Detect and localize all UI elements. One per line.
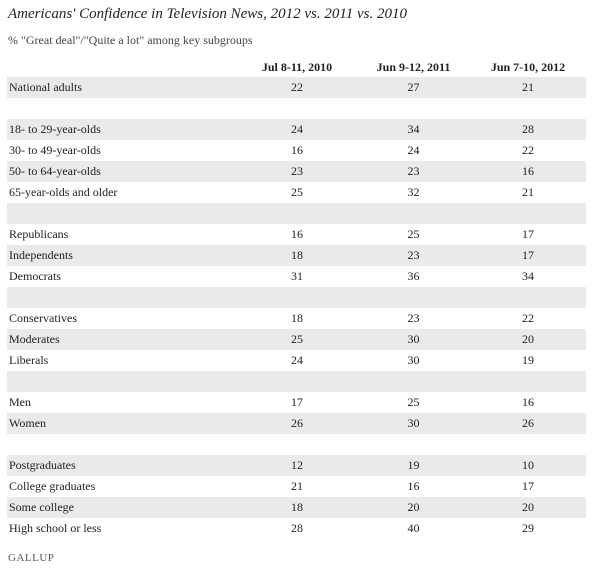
row-label: Republicans — [9, 227, 69, 241]
table-row: 65-year-olds and older 25 32 21 — [7, 182, 586, 203]
data-cell: 29 — [522, 521, 534, 535]
data-cell: 16 — [291, 143, 303, 157]
data-cell: 26 — [291, 416, 303, 430]
data-cell: 30 — [407, 332, 420, 346]
data-cell: 16 — [291, 227, 303, 241]
data-cell: 23 — [291, 164, 303, 178]
row-label: 50- to 64-year-olds — [9, 164, 101, 178]
data-cell: 21 — [522, 185, 534, 199]
chart-subtitle: % "Great deal"/"Quite a lot" among key s… — [8, 33, 253, 47]
data-cell: 25 — [291, 185, 303, 199]
table-spacer-row — [7, 203, 586, 224]
data-cell: 28 — [522, 122, 534, 136]
row-label: Some college — [9, 500, 74, 514]
data-cell: 23 — [407, 311, 420, 325]
table-spacer-row — [7, 371, 586, 392]
data-cell: 32 — [407, 185, 420, 199]
data-cell: 16 — [522, 395, 534, 409]
data-cell: 17 — [522, 227, 534, 241]
row-label: 18- to 29-year-olds — [9, 122, 101, 136]
column-header-2010: Jul 8-11, 2010 — [261, 59, 333, 74]
data-cell: 12 — [291, 458, 303, 472]
data-cell: 20 — [407, 500, 420, 514]
table-row: 18- to 29-year-olds 24 34 28 — [7, 119, 586, 140]
data-cell: 18 — [291, 500, 303, 514]
data-cell: 18 — [291, 311, 303, 325]
data-cell: 31 — [291, 269, 303, 283]
gallup-logo: GALLUP — [8, 552, 55, 564]
row-label: Moderates — [9, 332, 60, 346]
table-row: Some college 18 20 20 — [7, 497, 586, 518]
data-cell: 17 — [522, 479, 534, 493]
table-row: Independents 18 23 17 — [7, 245, 586, 266]
data-cell: 17 — [522, 248, 534, 262]
data-cell: 17 — [291, 395, 303, 409]
data-cell: 19 — [407, 458, 420, 472]
data-cell: 16 — [407, 479, 420, 493]
table-spacer-row — [7, 98, 586, 119]
data-cell: 25 — [291, 332, 303, 346]
data-cell: 34 — [407, 122, 420, 136]
column-header-2012: Jun 7-10, 2012 — [490, 59, 566, 74]
table-spacer-row — [7, 287, 586, 308]
data-cell: 25 — [407, 395, 420, 409]
row-label: Women — [9, 416, 47, 430]
data-cell: 40 — [407, 521, 420, 535]
data-cell: 20 — [522, 500, 534, 514]
table-body: National adults 22 27 21 18- to 29-year-olds… — [7, 77, 586, 539]
data-cell: 22 — [522, 143, 534, 157]
data-cell: 27 — [407, 80, 420, 94]
table-row: Liberals 24 30 19 — [7, 350, 586, 371]
table-row: 30- to 49-year-olds 16 24 22 — [7, 140, 586, 161]
table-row: Postgraduates 12 19 10 — [7, 455, 586, 476]
data-cell: 23 — [407, 164, 420, 178]
row-label: Democrats — [9, 269, 61, 283]
row-label: Liberals — [9, 353, 49, 367]
data-cell: 30 — [407, 416, 420, 430]
table-spacer-row — [7, 434, 586, 455]
row-label: 65-year-olds and older — [9, 185, 118, 199]
row-label: National adults — [9, 80, 82, 94]
data-cell: 21 — [291, 479, 303, 493]
data-cell: 19 — [522, 353, 534, 367]
data-table: Jul 8-11, 2010 Jun 9-12, 2011 Jun 7-10, … — [7, 57, 586, 539]
table-header: Jul 8-11, 2010 Jun 9-12, 2011 Jun 7-10, … — [7, 57, 586, 77]
table-row: National adults 22 27 21 — [7, 77, 586, 98]
data-cell: 34 — [522, 269, 534, 283]
data-cell: 22 — [522, 311, 534, 325]
row-label: Men — [9, 395, 31, 409]
data-cell: 24 — [407, 143, 420, 157]
data-cell: 16 — [522, 164, 534, 178]
row-label: College graduates — [9, 479, 96, 493]
data-cell: 24 — [291, 353, 303, 367]
row-label: 30- to 49-year-olds — [9, 143, 101, 157]
row-label: High school or less — [9, 521, 102, 535]
data-cell: 24 — [291, 122, 303, 136]
row-label: Postgraduates — [9, 458, 76, 472]
data-cell: 30 — [407, 353, 420, 367]
data-cell: 26 — [522, 416, 534, 430]
table-row: Moderates 25 30 20 — [7, 329, 586, 350]
table-row: High school or less 28 40 29 — [7, 518, 586, 539]
table-row: Men 17 25 16 — [7, 392, 586, 413]
table-row: Women 26 30 26 — [7, 413, 586, 434]
row-label: Conservatives — [9, 311, 77, 325]
row-label: Independents — [9, 248, 73, 262]
table-row: Democrats 31 36 34 — [7, 266, 586, 287]
table-row: Conservatives 18 23 22 — [7, 308, 586, 329]
table-row: Republicans 16 25 17 — [7, 224, 586, 245]
table-row: 50- to 64-year-olds 23 23 16 — [7, 161, 586, 182]
data-cell: 21 — [522, 80, 534, 94]
data-cell: 18 — [291, 248, 303, 262]
table-row: College graduates 21 16 17 — [7, 476, 586, 497]
data-cell: 25 — [407, 227, 420, 241]
data-cell: 23 — [407, 248, 420, 262]
chart-title: Americans' Confidence in Television News… — [8, 6, 408, 22]
data-cell: 28 — [291, 521, 303, 535]
data-cell: 36 — [407, 269, 420, 283]
data-cell: 20 — [522, 332, 534, 346]
data-cell: 10 — [522, 458, 534, 472]
data-cell: 22 — [291, 80, 303, 94]
column-header-2011: Jun 9-12, 2011 — [376, 59, 451, 74]
